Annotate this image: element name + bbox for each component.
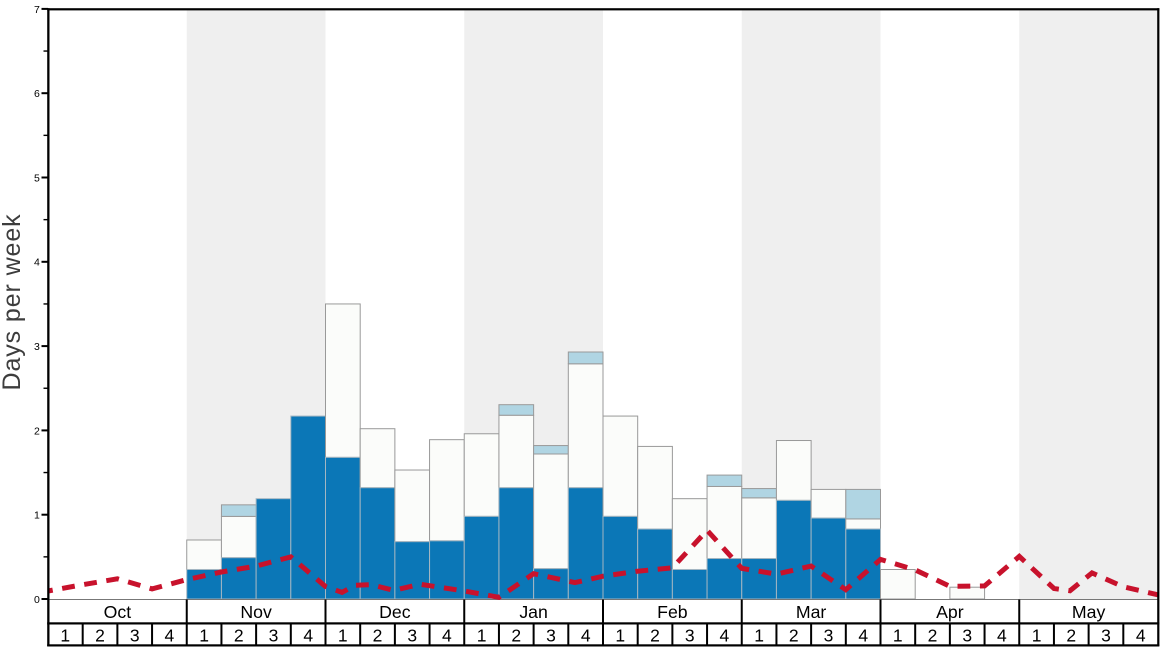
svg-text:4: 4 (997, 626, 1007, 646)
svg-text:1: 1 (615, 626, 625, 646)
svg-text:4: 4 (165, 626, 175, 646)
svg-text:0: 0 (34, 594, 40, 606)
svg-text:2: 2 (1066, 626, 1076, 646)
svg-text:5: 5 (34, 172, 40, 184)
svg-text:3: 3 (269, 626, 279, 646)
svg-text:May: May (1072, 602, 1106, 622)
svg-text:1: 1 (199, 626, 209, 646)
svg-text:4: 4 (581, 626, 591, 646)
svg-text:Days per week: Days per week (0, 213, 26, 390)
svg-text:Dec: Dec (379, 602, 411, 622)
svg-text:1: 1 (754, 626, 764, 646)
svg-text:1: 1 (893, 626, 903, 646)
svg-text:Jan: Jan (519, 602, 548, 622)
svg-text:Apr: Apr (936, 602, 964, 622)
svg-text:4: 4 (720, 626, 730, 646)
svg-text:1: 1 (338, 626, 348, 646)
svg-text:2: 2 (234, 626, 244, 646)
svg-text:2: 2 (650, 626, 660, 646)
svg-text:7: 7 (34, 4, 40, 16)
svg-text:Oct: Oct (104, 602, 132, 622)
svg-text:2: 2 (511, 626, 521, 646)
svg-text:1: 1 (477, 626, 487, 646)
svg-text:Nov: Nov (240, 602, 272, 622)
svg-text:4: 4 (442, 626, 452, 646)
svg-text:4: 4 (1136, 626, 1146, 646)
svg-text:2: 2 (373, 626, 383, 646)
svg-text:Feb: Feb (657, 602, 688, 622)
svg-text:Mar: Mar (796, 602, 827, 622)
svg-text:1: 1 (60, 626, 70, 646)
svg-text:2: 2 (928, 626, 938, 646)
svg-text:2: 2 (34, 425, 40, 437)
svg-text:3: 3 (130, 626, 140, 646)
svg-text:2: 2 (789, 626, 799, 646)
svg-text:3: 3 (407, 626, 417, 646)
svg-text:3: 3 (824, 626, 834, 646)
svg-text:4: 4 (34, 257, 40, 269)
svg-text:3: 3 (685, 626, 695, 646)
svg-text:4: 4 (858, 626, 868, 646)
svg-text:3: 3 (962, 626, 972, 646)
svg-text:1: 1 (34, 510, 40, 522)
svg-text:3: 3 (34, 341, 40, 353)
svg-text:3: 3 (546, 626, 556, 646)
svg-text:2: 2 (95, 626, 105, 646)
svg-text:3: 3 (1101, 626, 1111, 646)
svg-text:6: 6 (34, 88, 40, 100)
svg-text:4: 4 (303, 626, 313, 646)
svg-text:1: 1 (1032, 626, 1042, 646)
